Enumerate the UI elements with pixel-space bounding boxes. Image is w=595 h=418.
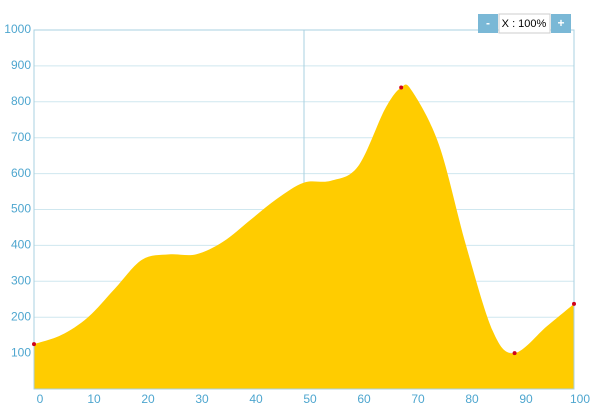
x-tick-label: 20 bbox=[141, 392, 155, 406]
zoom-level-box bbox=[498, 13, 551, 34]
y-tick-label: 400 bbox=[11, 238, 31, 252]
y-tick-label: 600 bbox=[11, 166, 31, 180]
data-point bbox=[512, 351, 517, 356]
x-tick-label: 100 bbox=[570, 392, 590, 406]
x-tick-label: 10 bbox=[87, 392, 101, 406]
data-point bbox=[32, 342, 36, 347]
y-tick-label: 500 bbox=[11, 202, 31, 216]
data-point bbox=[399, 85, 404, 90]
plot-border bbox=[33, 29, 575, 390]
x-tick-label: 40 bbox=[249, 392, 263, 406]
y-tick-label: 100 bbox=[11, 345, 31, 359]
zoom-in-button[interactable] bbox=[551, 14, 571, 33]
x-tick-label: 50 bbox=[303, 392, 317, 406]
y-tick-label: 900 bbox=[11, 58, 31, 72]
x-tick-label: 60 bbox=[357, 392, 371, 406]
x-tick-label: 90 bbox=[519, 392, 533, 406]
zoom-out-button[interactable] bbox=[478, 14, 498, 33]
zoom-in-label[interactable]: + bbox=[557, 16, 564, 30]
zoom-level: X : 100% bbox=[502, 18, 547, 30]
data-point bbox=[572, 301, 576, 306]
x-tick-label: 30 bbox=[195, 392, 209, 406]
x-tick-label: 0 bbox=[37, 392, 44, 406]
x-tick-label: 80 bbox=[465, 392, 479, 406]
zoom-out-label[interactable]: - bbox=[486, 16, 490, 30]
area bbox=[34, 84, 574, 389]
y-tick-label: 700 bbox=[11, 130, 31, 144]
y-tick-label: 200 bbox=[11, 309, 31, 323]
y-tick-label: 300 bbox=[11, 273, 31, 287]
y-tick-label: 800 bbox=[11, 94, 31, 108]
y-tick-label: 1000 bbox=[4, 22, 31, 36]
x-tick-label: 70 bbox=[411, 392, 425, 406]
